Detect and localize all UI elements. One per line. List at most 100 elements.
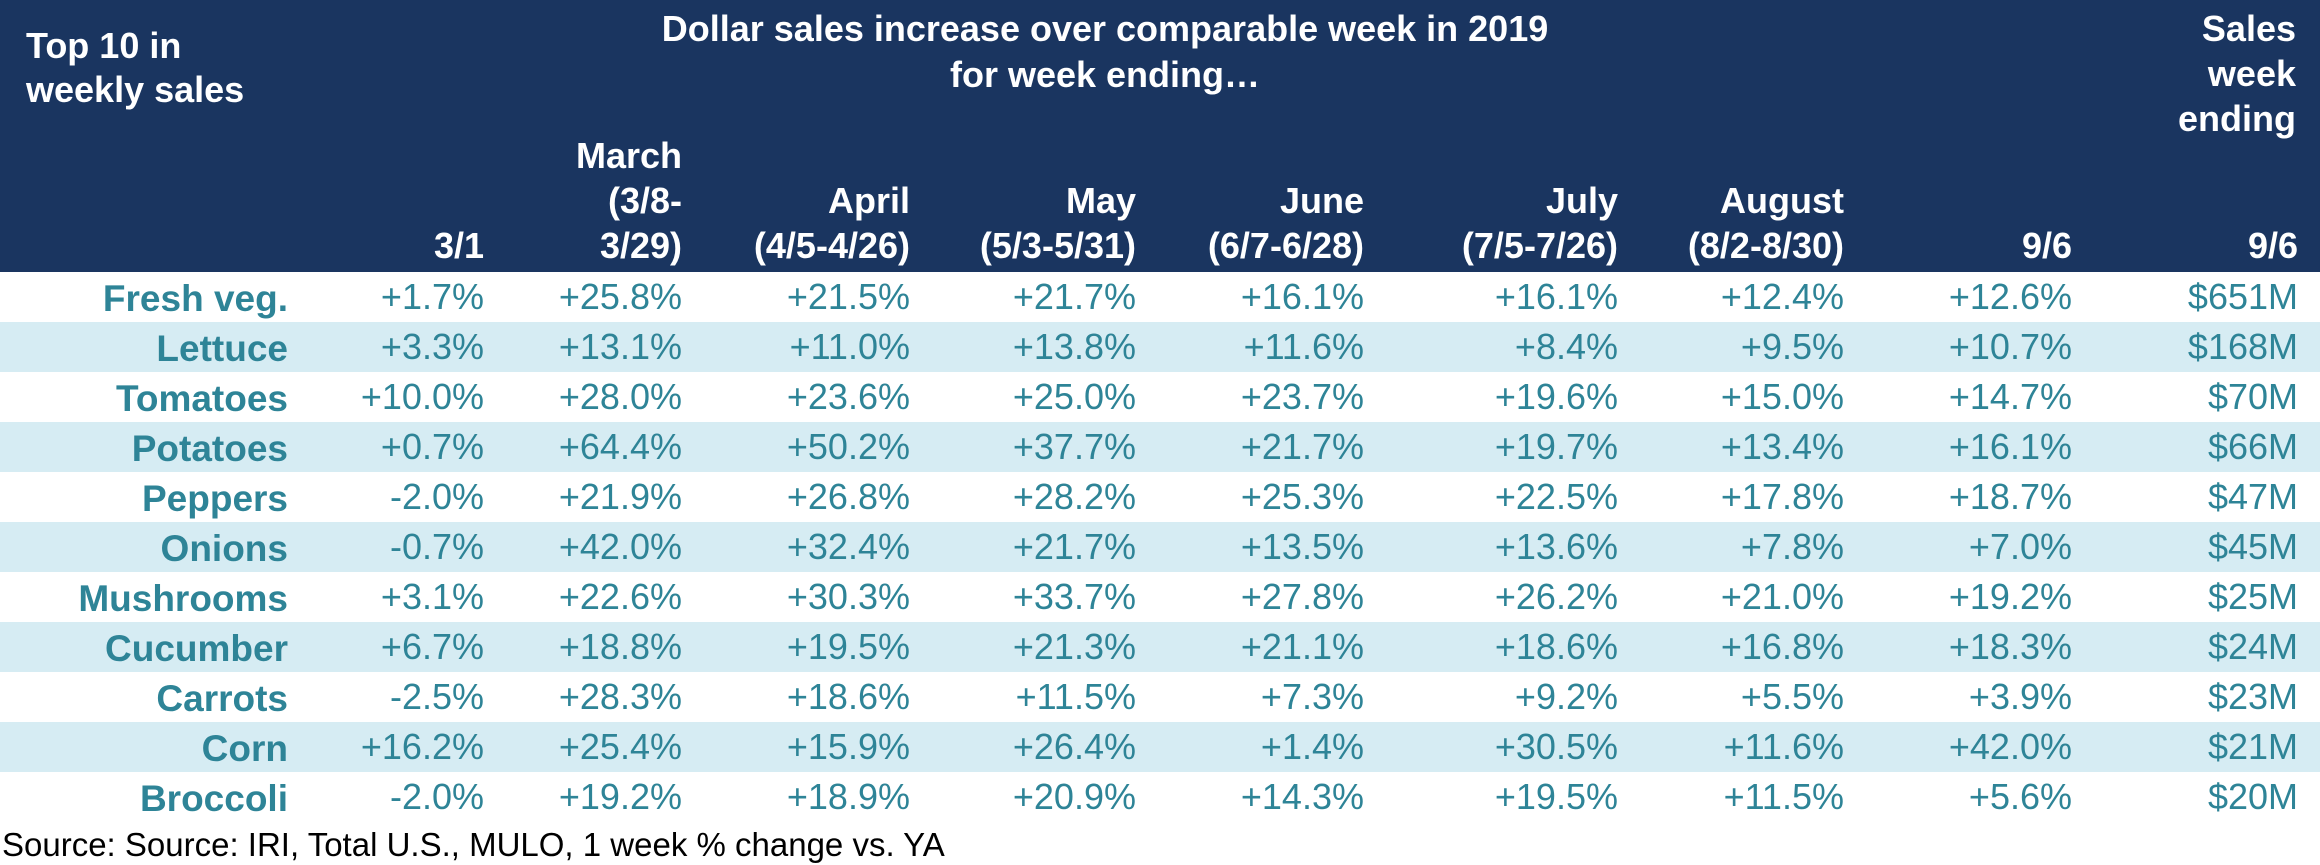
change-value-cell: +22.6% xyxy=(558,576,682,617)
table-row: Carrots -2.5% +28.3% +18.6% +11.5% +7.3% +9.2%… xyxy=(0,672,2320,722)
change-value-cell: +64.4% xyxy=(558,426,682,467)
change-value-cell: +19.5% xyxy=(786,626,910,667)
col-head-3-1: 3/1 xyxy=(433,225,484,266)
change-value-cell: +9.2% xyxy=(1514,676,1618,717)
sales-value-cell: $651M xyxy=(2187,276,2298,317)
change-value-cell: +1.7% xyxy=(380,276,484,317)
change-value-cell: +37.7% xyxy=(1012,426,1136,467)
sales-value-cell: $23M xyxy=(2207,676,2298,717)
col-head-may: May (5/3-5/31) xyxy=(979,180,1136,266)
table-row: Broccoli -2.0% +19.2% +18.9% +20.9% +14.3% +19… xyxy=(0,772,2320,822)
sales-value-cell: $66M xyxy=(2207,426,2298,467)
change-value-cell: +27.8% xyxy=(1240,576,1364,617)
change-value-cell: +19.2% xyxy=(1948,576,2072,617)
change-value-cell: +26.2% xyxy=(1494,576,1618,617)
change-value-cell: +7.3% xyxy=(1260,676,1364,717)
col-head-july: July (7/5-7/26) xyxy=(1461,180,1618,266)
change-value-cell: +1.4% xyxy=(1260,726,1364,767)
change-value-cell: +7.0% xyxy=(1968,526,2072,567)
change-value-cell: +16.1% xyxy=(1948,426,2072,467)
change-value-cell: +17.8% xyxy=(1720,476,1844,517)
change-value-cell: +0.7% xyxy=(380,426,484,467)
change-value-cell: +11.5% xyxy=(1723,776,1844,817)
change-value-cell: +18.6% xyxy=(1494,626,1618,667)
change-value-cell: +10.7% xyxy=(1948,326,2072,367)
change-value-cell: +21.0% xyxy=(1720,576,1844,617)
change-value-cell: +19.6% xyxy=(1494,376,1618,417)
table-body: Fresh veg. +1.7% +25.8% +21.5% +21.7% +16.1% +… xyxy=(0,272,2320,822)
sales-value-cell: $20M xyxy=(2207,776,2298,817)
col-head-march: March (3/8- 3/29) xyxy=(575,135,682,266)
change-value-cell: +21.5% xyxy=(786,276,910,317)
row-label: Fresh veg. xyxy=(102,278,288,319)
row-label: Carrots xyxy=(156,678,288,719)
table-row: Peppers -2.0% +21.9% +26.8% +28.2% +25.3% +22.… xyxy=(0,472,2320,522)
change-value-cell: +3.9% xyxy=(1968,676,2072,717)
change-value-cell: +23.7% xyxy=(1240,376,1364,417)
change-value-cell: +25.0% xyxy=(1012,376,1136,417)
change-value-cell: +30.5% xyxy=(1494,726,1618,767)
table-row: Cucumber +6.7% +18.8% +19.5% +21.3% +21.1% +18… xyxy=(0,622,2320,672)
change-value-cell: +19.2% xyxy=(558,776,682,817)
row-label: Potatoes xyxy=(131,428,288,469)
change-value-cell: -2.5% xyxy=(389,676,484,717)
change-value-cell: +26.8% xyxy=(786,476,910,517)
sales-value-cell: $21M xyxy=(2207,726,2298,767)
table-row: Lettuce +3.3% +13.1% +11.0% +13.8% +11.6% +8.4… xyxy=(0,322,2320,372)
col-head-9-6: 9/6 xyxy=(2021,225,2072,266)
change-value-cell: +21.9% xyxy=(558,476,682,517)
change-value-cell: +8.4% xyxy=(1514,326,1618,367)
change-value-cell: +10.0% xyxy=(360,376,484,417)
change-value-cell: +5.6% xyxy=(1968,776,2072,817)
sales-value-cell: $25M xyxy=(2207,576,2298,617)
row-label: Peppers xyxy=(141,478,288,519)
change-value-cell: +13.8% xyxy=(1012,326,1136,367)
change-value-cell: +6.7% xyxy=(380,626,484,667)
change-value-cell: +9.5% xyxy=(1740,326,1844,367)
row-label: Broccoli xyxy=(139,778,288,819)
source-note: Source: Source: IRI, Total U.S., MULO, 1… xyxy=(2,826,945,863)
change-value-cell: +3.3% xyxy=(380,326,484,367)
change-value-cell: +26.4% xyxy=(1012,726,1136,767)
col-head-june: June (6/7-6/28) xyxy=(1207,180,1364,266)
change-value-cell: +22.5% xyxy=(1494,476,1618,517)
change-value-cell: +25.3% xyxy=(1240,476,1364,517)
header-title: Dollar sales increase over comparable we… xyxy=(661,8,1549,95)
row-label: Cucumber xyxy=(105,628,288,669)
change-value-cell: +21.1% xyxy=(1240,626,1364,667)
table-header: Top 10 in weekly sales Dollar sales incr… xyxy=(0,0,2320,272)
change-value-cell: +7.8% xyxy=(1740,526,1844,567)
change-value-cell: +13.5% xyxy=(1240,526,1364,567)
change-value-cell: +18.6% xyxy=(786,676,910,717)
change-value-cell: +30.3% xyxy=(786,576,910,617)
change-value-cell: +11.5% xyxy=(1015,676,1136,717)
col-head-sales-9-6: 9/6 xyxy=(2247,225,2298,266)
sales-value-cell: $168M xyxy=(2187,326,2298,367)
change-value-cell: +19.5% xyxy=(1494,776,1618,817)
change-value-cell: +18.9% xyxy=(786,776,910,817)
change-value-cell: +5.5% xyxy=(1740,676,1844,717)
header-row-label: Top 10 in weekly sales xyxy=(26,25,245,110)
change-value-cell: +14.3% xyxy=(1240,776,1364,817)
sales-value-cell: $70M xyxy=(2207,376,2298,417)
change-value-cell: +33.7% xyxy=(1012,576,1136,617)
change-value-cell: +18.7% xyxy=(1948,476,2072,517)
change-value-cell: +18.3% xyxy=(1948,626,2072,667)
change-value-cell: +28.0% xyxy=(558,376,682,417)
change-value-cell: +19.7% xyxy=(1494,426,1618,467)
sales-value-cell: $47M xyxy=(2207,476,2298,517)
change-value-cell: +25.4% xyxy=(558,726,682,767)
change-value-cell: +15.9% xyxy=(786,726,910,767)
change-value-cell: +15.0% xyxy=(1720,376,1844,417)
col-head-august: August (8/2-8/30) xyxy=(1687,180,1844,266)
change-value-cell: +21.3% xyxy=(1012,626,1136,667)
change-value-cell: +21.7% xyxy=(1240,426,1364,467)
header-sales-label: Sales week ending xyxy=(2178,8,2296,139)
change-value-cell: +28.3% xyxy=(558,676,682,717)
change-value-cell: +21.7% xyxy=(1012,526,1136,567)
change-value-cell: +16.2% xyxy=(360,726,484,767)
change-value-cell: +25.8% xyxy=(558,276,682,317)
change-value-cell: +12.4% xyxy=(1720,276,1844,317)
change-value-cell: +28.2% xyxy=(1012,476,1136,517)
change-value-cell: +12.6% xyxy=(1948,276,2072,317)
